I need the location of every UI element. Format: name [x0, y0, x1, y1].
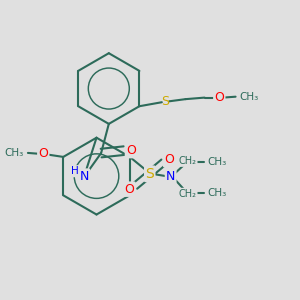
Text: CH₃: CH₃: [207, 157, 226, 166]
Text: CH₂: CH₂: [178, 156, 196, 166]
Text: O: O: [124, 183, 134, 196]
Text: CH₃: CH₃: [240, 92, 259, 102]
Text: N: N: [80, 169, 89, 183]
Text: S: S: [161, 95, 169, 108]
Text: CH₃: CH₃: [207, 188, 226, 198]
Text: O: O: [164, 153, 174, 166]
Text: O: O: [38, 147, 48, 160]
Text: H: H: [70, 166, 78, 176]
Text: N: N: [166, 170, 175, 183]
Text: S: S: [146, 167, 154, 181]
Text: O: O: [214, 91, 224, 104]
Text: O: O: [126, 144, 136, 157]
Text: CH₂: CH₂: [178, 189, 196, 199]
Text: CH₃: CH₃: [4, 148, 23, 158]
